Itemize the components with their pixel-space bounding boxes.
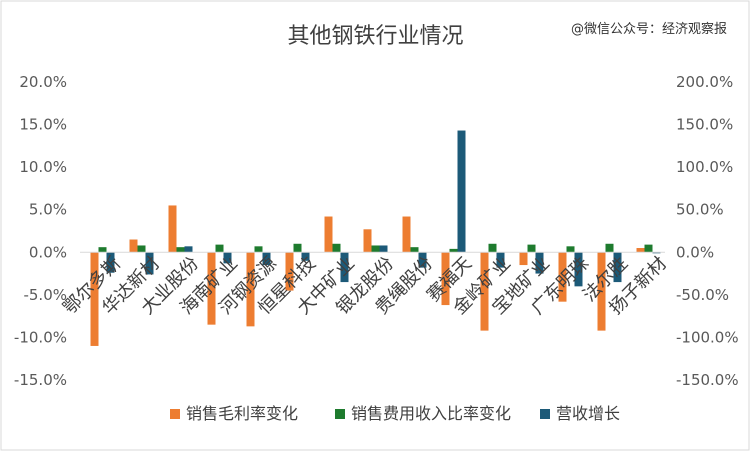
left-axis-tick-label: -15.0% [14, 371, 67, 389]
bar-series-2 [254, 246, 263, 253]
bar-series-2 [98, 247, 107, 253]
bar-series-2 [644, 244, 653, 253]
right-axis-tick-label: 200.0% [676, 73, 733, 91]
bar-series-2 [137, 245, 146, 253]
bar-series-3 [379, 245, 388, 253]
bar-series-2 [605, 243, 614, 253]
bar-series-1 [480, 252, 489, 331]
bar-series-1 [597, 252, 606, 331]
bar-series-3 [535, 252, 544, 274]
right-axis-tick-label: -150.0% [676, 371, 739, 389]
right-axis-tick-label: 150.0% [676, 116, 733, 134]
bar-series-1 [207, 252, 216, 325]
left-axis-tick-label: 10.0% [19, 158, 67, 176]
bar-series-3 [223, 252, 232, 264]
bar-series-1 [441, 252, 450, 306]
bar-series-1 [558, 252, 567, 302]
legend-swatch-2 [335, 409, 345, 419]
bar-series-2 [527, 244, 536, 253]
legend-label: 销售费用收入比率变化 [351, 404, 511, 423]
left-axis-tick-label: -10.0% [14, 328, 67, 346]
bar-series-3 [184, 246, 193, 253]
bar-series-1 [246, 252, 255, 327]
bar-series-3 [574, 252, 583, 287]
chart-title: 其他钢铁行业情况 [287, 24, 464, 49]
left-axis-tick-label: -5.0% [23, 286, 67, 304]
bar-series-1 [168, 205, 177, 253]
watermark-text: @微信公众号：经济观察报 [570, 22, 727, 37]
bar-series-2 [176, 247, 185, 253]
legend-label: 营收增长 [556, 404, 620, 423]
bar-series-3 [301, 252, 310, 261]
bar-series-1 [363, 229, 372, 253]
left-axis-tick-label: 5.0% [29, 201, 67, 219]
bar-series-1 [324, 216, 333, 253]
right-axis-tick-label: 50.0% [676, 201, 724, 219]
bar-series-3 [106, 252, 115, 273]
legend-swatch-3 [540, 409, 550, 419]
right-axis-tick-label: -100.0% [676, 328, 739, 346]
left-axis-tick-label: 0.0% [29, 243, 67, 261]
bar-series-3 [145, 252, 154, 275]
bar-series-1 [285, 252, 294, 291]
bar-series-2 [332, 243, 341, 253]
bar-series-1 [402, 216, 411, 253]
legend-swatch-1 [170, 409, 180, 419]
bar-series-3 [457, 130, 466, 253]
bar-series-2 [215, 244, 224, 253]
bar-series-1 [519, 252, 528, 266]
bar-series-1 [129, 239, 138, 253]
bar-series-2 [293, 243, 302, 253]
bar-series-2 [488, 243, 497, 253]
bar-series-3 [496, 252, 505, 268]
right-axis-tick-label: -50.0% [676, 286, 729, 304]
bar-series-1 [90, 252, 99, 346]
right-axis-tick-label: 0.0% [676, 243, 714, 261]
right-axis-tick-label: 100.0% [676, 158, 733, 176]
bar-series-2 [566, 246, 575, 253]
bar-series-2 [371, 245, 380, 253]
legend-label: 销售毛利率变化 [186, 404, 298, 423]
left-axis-tick-label: 15.0% [19, 116, 67, 134]
bar-series-2 [410, 247, 419, 253]
bar-series-3 [613, 252, 622, 283]
left-axis-tick-label: 20.0% [19, 73, 67, 91]
bar-series-3 [340, 252, 349, 283]
bar-series-1 [636, 248, 645, 253]
bar-series-3 [418, 252, 427, 268]
bar-series-2 [449, 248, 458, 253]
bar-series-3 [262, 252, 271, 266]
